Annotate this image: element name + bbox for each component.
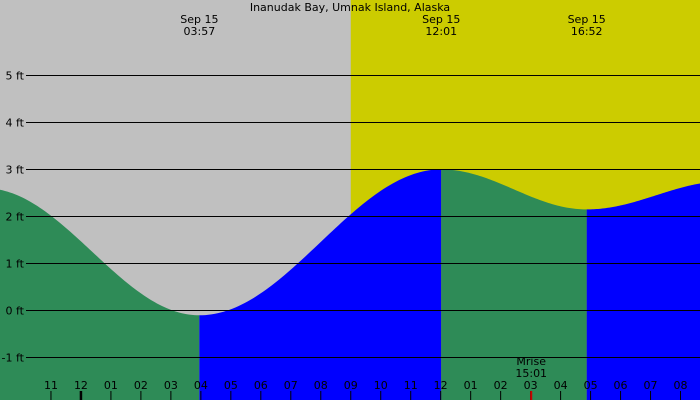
- extreme-time-label: 03:57: [184, 25, 216, 38]
- rising-tide-segment: [586, 183, 700, 400]
- moonrise-time: 15:01: [515, 367, 547, 380]
- x-tick-label: 08: [314, 379, 328, 392]
- x-tick-label: 02: [134, 379, 148, 392]
- x-tick-label: 03: [164, 379, 178, 392]
- x-tick-label: 10: [374, 379, 388, 392]
- falling-tide-segment: [0, 189, 200, 400]
- x-tick-label: 12: [434, 379, 448, 392]
- x-tick-label: 05: [584, 379, 598, 392]
- x-tick-label: 04: [194, 379, 208, 392]
- extreme-time-label: 12:01: [425, 25, 457, 38]
- x-tick-label: 06: [614, 379, 628, 392]
- y-tick-label: 1 ft: [6, 258, 25, 271]
- x-tick-label: 11: [404, 379, 418, 392]
- extreme-date-label: Sep 15: [568, 13, 606, 26]
- moonrise-label: Mrise: [516, 355, 546, 368]
- y-tick-label: 2 ft: [6, 210, 25, 223]
- x-tick-label: 01: [464, 379, 478, 392]
- y-tick-label: 4 ft: [6, 116, 25, 129]
- x-tick-label: 05: [224, 379, 238, 392]
- x-tick-label: 01: [104, 379, 118, 392]
- y-tick-label: 0 ft: [6, 305, 25, 318]
- x-tick-label: 08: [674, 379, 688, 392]
- falling-tide-segment: [441, 169, 587, 400]
- extreme-date-label: Sep 15: [180, 13, 218, 26]
- x-tick-label: 11: [44, 379, 58, 392]
- y-tick-label: 5 ft: [6, 69, 25, 82]
- y-tick-label: 3 ft: [6, 163, 25, 176]
- x-tick-label: 07: [284, 379, 298, 392]
- x-tick-label: 02: [494, 379, 508, 392]
- x-tick-label: 12: [74, 379, 88, 392]
- x-tick-label: 07: [644, 379, 658, 392]
- chart-title: Inanudak Bay, Umnak Island, Alaska: [250, 1, 450, 14]
- extreme-date-label: Sep 15: [422, 13, 460, 26]
- x-tick-label: 03: [524, 379, 538, 392]
- y-axis-labels: 5 ft 4 ft 3 ft 2 ft 1 ft 0 ft -1 ft: [2, 69, 25, 364]
- tide-area: [0, 169, 700, 400]
- y-tick-label: -1 ft: [2, 352, 25, 365]
- x-axis-ticks: 11 12 01 02 03 04 05 06 07 08 09 10 11 12 01 02 03 04 05 06…: [44, 379, 688, 400]
- rising-tide-segment: [199, 169, 442, 400]
- x-tick-label: 04: [554, 379, 568, 392]
- extreme-time-label: 16:52: [571, 25, 603, 38]
- height-gridlines: [26, 74, 700, 359]
- x-tick-label: 09: [344, 379, 358, 392]
- x-tick-label: 06: [254, 379, 268, 392]
